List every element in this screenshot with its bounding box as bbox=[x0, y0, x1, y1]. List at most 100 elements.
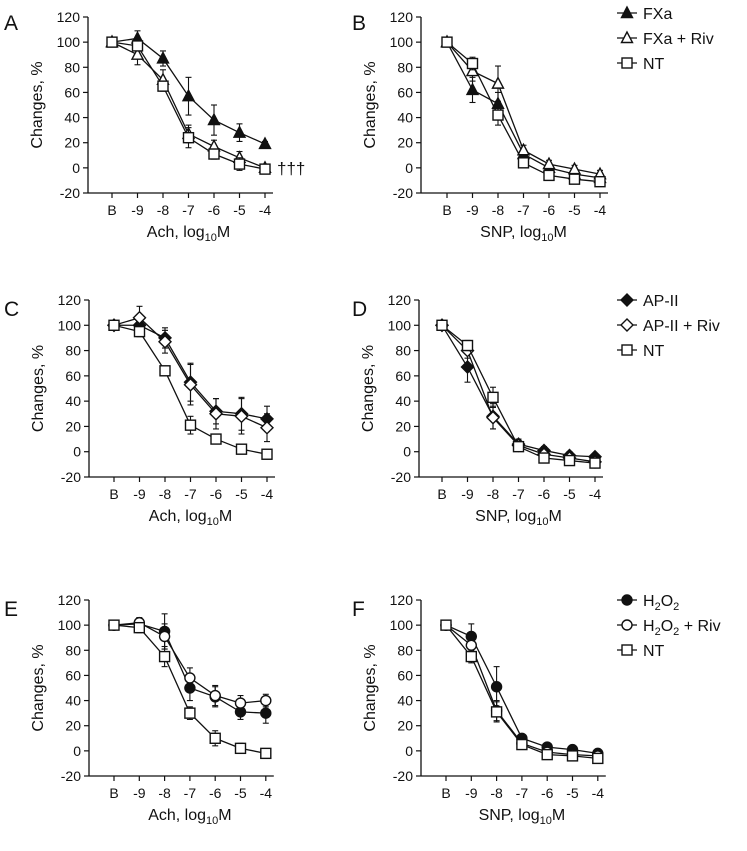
panel-F: F -20 0 20 40 60 80 100 120 Changes, % B -9 -8 -7 -6 -5… bbox=[352, 592, 606, 827]
data-point bbox=[181, 88, 196, 102]
x-tick-label: -4 bbox=[592, 785, 605, 801]
y-tick-label: 0 bbox=[405, 743, 413, 759]
data-point bbox=[592, 752, 604, 765]
legend-marker bbox=[621, 57, 633, 69]
data-point bbox=[461, 339, 474, 352]
x-tick-label: -6 bbox=[208, 202, 221, 218]
data-point bbox=[235, 443, 248, 455]
x-tick-label: -9 bbox=[133, 486, 146, 502]
series-nt bbox=[441, 36, 606, 188]
data-point bbox=[512, 440, 525, 453]
y-tick-label: 60 bbox=[64, 84, 80, 100]
x-tick-label: -5 bbox=[563, 486, 576, 502]
x-tick-label: -9 bbox=[131, 202, 144, 218]
y-tick-label: 60 bbox=[397, 667, 413, 683]
y-tick-label: 20 bbox=[65, 418, 81, 434]
legend-label: NT bbox=[643, 56, 665, 73]
legend-label: FXa bbox=[643, 6, 672, 23]
x-axis-label-main: Ach, log bbox=[147, 224, 205, 241]
y-tick-label: -20 bbox=[61, 768, 81, 784]
data-point bbox=[563, 454, 576, 467]
panel-A: A -20 0 20 40 60 80 100 120 Changes, % B -9 -8 -7 -6 -5… bbox=[4, 9, 305, 244]
panel-letter: F bbox=[352, 598, 365, 621]
panel-C: C -20 0 20 40 60 80 100 120 Changes, % B -9 -8 -7 -6 -5… bbox=[4, 292, 275, 528]
data-point bbox=[566, 750, 579, 762]
x-tick-label: -7 bbox=[184, 486, 197, 502]
x-tick-label: -8 bbox=[159, 486, 172, 502]
x-tick-label: -4 bbox=[259, 202, 272, 218]
y-tick-label: 80 bbox=[397, 59, 413, 75]
x-axis-label: SNP, log10M bbox=[480, 224, 567, 244]
legend-label: AP-II bbox=[643, 293, 679, 310]
panel-letter: A bbox=[4, 12, 18, 35]
panel-letter: B bbox=[352, 12, 366, 35]
x-axis-label-tail: M bbox=[218, 807, 231, 824]
series-nt bbox=[436, 319, 601, 469]
x-tick-label: B bbox=[107, 202, 116, 218]
legend-marker bbox=[621, 644, 633, 656]
x-axis-label-sub: 10 bbox=[541, 232, 553, 244]
data-point bbox=[441, 36, 453, 48]
panel-letter: C bbox=[4, 298, 19, 321]
y-tick-label: 0 bbox=[73, 743, 81, 759]
legend-label-h: H bbox=[643, 618, 655, 635]
x-tick-label: -5 bbox=[568, 202, 581, 218]
x-tick-label: -7 bbox=[516, 785, 529, 801]
legend-marker bbox=[620, 293, 634, 307]
data-point bbox=[487, 391, 499, 404]
y-tick-label: 40 bbox=[64, 110, 80, 126]
x-tick-label: -9 bbox=[466, 202, 479, 218]
data-point bbox=[182, 131, 195, 144]
legend-label-sub: 2 bbox=[655, 626, 661, 638]
panel-E: E -20 0 20 40 60 80 100 120 Changes, % B -9 -8 -7 -6 -5… bbox=[4, 592, 274, 827]
data-point bbox=[460, 360, 475, 374]
y-axis-label: Changes, % bbox=[362, 644, 379, 731]
x-tick-label: -7 bbox=[182, 202, 195, 218]
x-axis-label-main: Ach, log bbox=[148, 807, 206, 824]
x-tick-label: -7 bbox=[512, 486, 525, 502]
x-tick-label: -4 bbox=[261, 486, 274, 502]
data-point bbox=[158, 650, 171, 663]
x-axis-label: SNP, log10M bbox=[479, 807, 566, 827]
x-axis-label-tail: M bbox=[552, 807, 565, 824]
data-point bbox=[184, 707, 196, 719]
data-point bbox=[490, 681, 503, 693]
y-tick-label: 20 bbox=[65, 718, 81, 734]
data-point bbox=[258, 136, 272, 150]
x-tick-label: -5 bbox=[233, 202, 246, 218]
x-tick-label: -6 bbox=[541, 785, 554, 801]
x-axis-label-sub: 10 bbox=[205, 232, 217, 244]
data-point bbox=[259, 163, 271, 175]
data-point bbox=[156, 50, 170, 64]
x-axis-label-main: Ach, log bbox=[149, 508, 207, 525]
data-point bbox=[130, 47, 145, 60]
legend-marker bbox=[620, 5, 634, 19]
legend-row-2: AP-II AP-II + Riv NT bbox=[617, 293, 720, 360]
y-axis-label: Changes, % bbox=[30, 644, 47, 731]
y-tick-label: 40 bbox=[395, 393, 411, 409]
data-point bbox=[465, 639, 477, 651]
data-point bbox=[260, 694, 272, 707]
x-tick-label: B bbox=[437, 486, 446, 502]
data-point bbox=[209, 406, 223, 421]
significance-annotation: ††† bbox=[277, 159, 305, 178]
x-tick-label: -8 bbox=[158, 785, 171, 801]
legend-marker bbox=[621, 594, 633, 606]
legend-marker bbox=[621, 619, 633, 631]
series-nt bbox=[106, 36, 271, 175]
x-tick-label: -9 bbox=[461, 486, 474, 502]
x-tick-label: -7 bbox=[517, 202, 530, 218]
panel-D: D -20 0 20 40 60 80 100 120 Changes, % B -9 -8 -7 -6 -5… bbox=[352, 292, 603, 528]
y-tick-label: 80 bbox=[395, 343, 411, 359]
y-tick-label: 80 bbox=[397, 642, 413, 658]
data-point bbox=[568, 173, 581, 185]
y-tick-label: 120 bbox=[58, 292, 82, 308]
x-tick-label: -6 bbox=[210, 486, 223, 502]
legend-marker bbox=[621, 344, 633, 356]
y-tick-label: -20 bbox=[393, 768, 413, 784]
y-tick-label: 40 bbox=[397, 110, 413, 126]
x-axis-label-main: SNP, log bbox=[480, 224, 541, 241]
data-point bbox=[516, 142, 531, 156]
